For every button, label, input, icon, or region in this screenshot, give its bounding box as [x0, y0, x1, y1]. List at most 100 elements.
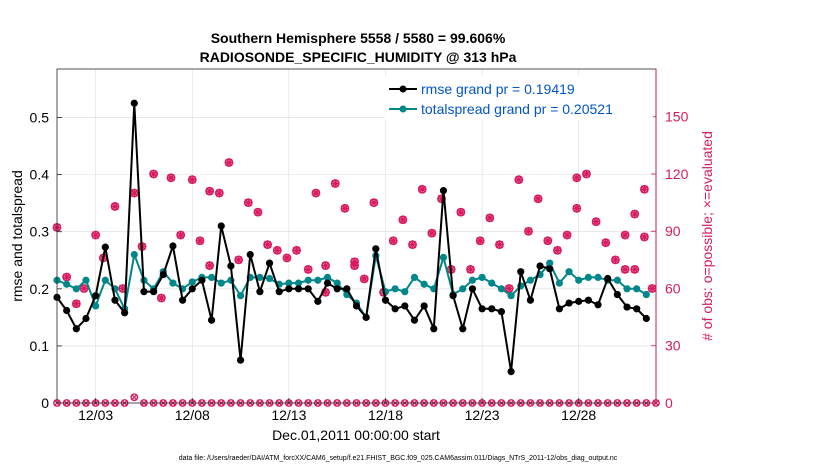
totalspread-point	[285, 279, 293, 287]
rmse-point	[507, 367, 515, 376]
totalspread-point	[497, 285, 506, 293]
totalspread-point	[92, 302, 100, 310]
rmse-point	[265, 259, 274, 267]
obs-evaluated-marker	[321, 288, 330, 297]
obs-evaluated-marker	[292, 246, 301, 255]
rmse-point	[72, 325, 80, 333]
rmse-point	[420, 302, 428, 310]
rmse-point	[217, 222, 225, 230]
obs-evaluated-marker	[505, 284, 514, 293]
totalspread-point	[575, 276, 583, 284]
rmse-point	[111, 296, 119, 304]
totalspread-point	[265, 274, 274, 283]
obs-evaluated-marker	[456, 208, 465, 217]
obs-evaluated-marker	[437, 194, 446, 203]
obs-evaluated-marker	[273, 246, 282, 255]
obs-zero-possible-marker	[130, 393, 139, 402]
totalspread-point	[333, 279, 341, 287]
legend-box	[385, 76, 653, 120]
totalspread-point	[294, 279, 303, 287]
obs-evaluated-marker	[572, 173, 581, 182]
totalspread-point	[314, 276, 322, 284]
rmse-point	[82, 314, 90, 323]
x-tick-label: 12/28	[561, 407, 596, 423]
rmse-point	[140, 288, 148, 296]
rmse-point	[430, 325, 438, 333]
rmse-point	[227, 262, 235, 270]
rmse-point	[633, 305, 641, 313]
totalspread-point	[555, 279, 563, 287]
rmse-point	[584, 296, 592, 304]
obs-evaluated-marker	[427, 229, 436, 238]
rmse-point	[294, 285, 303, 293]
obs-evaluated-marker	[572, 204, 581, 213]
obs-evaluated-marker	[149, 169, 158, 178]
rmse-point	[63, 306, 71, 315]
rmse-point	[323, 279, 332, 287]
rmse-point	[372, 245, 380, 253]
totalspread-point	[468, 276, 477, 284]
rmse-point	[536, 262, 544, 270]
obs-evaluated-marker	[630, 265, 639, 274]
rmse-point	[526, 296, 535, 304]
obs-evaluated-marker	[350, 257, 359, 266]
y-axis-label-right: # of obs: o=possible; ×=evaluated	[699, 131, 715, 341]
obs-evaluated-marker	[389, 236, 398, 245]
obs-evaluated-marker	[234, 255, 243, 264]
totalspread-point	[169, 279, 177, 287]
y-left-tick-label: 0.4	[30, 167, 50, 183]
totalspread-point	[459, 285, 467, 293]
obs-count-markers	[52, 158, 660, 407]
obs-evaluated-marker	[534, 194, 543, 203]
totalspread-point	[613, 276, 621, 284]
rmse-point	[565, 299, 573, 307]
obs-evaluated-marker	[592, 217, 601, 226]
obs-evaluated-marker	[130, 189, 139, 198]
obs-evaluated-marker	[188, 175, 197, 184]
rmse-point	[207, 316, 216, 324]
x-tick-label: 12/08	[175, 407, 210, 423]
obs-evaluated-marker	[621, 231, 630, 240]
rmse-point	[459, 325, 467, 333]
obs-evaluated-marker	[621, 265, 630, 274]
totalspread-point	[410, 273, 419, 281]
totalspread-point	[488, 279, 496, 287]
rmse-point	[150, 288, 158, 296]
obs-evaluated-marker	[485, 213, 494, 222]
rmse-point	[236, 356, 245, 364]
y-left-tick-label: 0	[41, 395, 49, 411]
rmse-point	[169, 242, 177, 250]
legend-rmse-label: rmse grand pr = 0.19419	[421, 81, 575, 97]
rmse-point	[575, 297, 583, 305]
obs-evaluated-marker	[72, 299, 81, 308]
obs-evaluated-marker	[418, 185, 427, 194]
obs-evaluated-marker	[640, 232, 649, 241]
totalspread-point	[565, 268, 573, 276]
obs-evaluated-marker	[466, 265, 475, 274]
series-lines	[53, 99, 650, 376]
x-tick-label: 12/18	[368, 407, 403, 423]
rmse-point	[478, 305, 486, 313]
axis-ticks: 12/03 12/08 12/13 12/18 12/23 12/28 0 0.1 0.2 0.3…	[30, 109, 689, 423]
totalspread-point	[633, 285, 641, 293]
obs-evaluated-marker	[553, 246, 562, 255]
totalspread-point	[526, 276, 535, 284]
obs-evaluated-marker	[205, 187, 214, 196]
totalspread-point	[256, 273, 264, 281]
obs-evaluated-marker	[601, 238, 610, 247]
rmse-point	[497, 308, 506, 316]
totalspread-point	[507, 292, 515, 300]
obs-evaluated-marker	[331, 179, 340, 188]
x-tick-label: 12/13	[271, 407, 306, 423]
chart-title: Southern Hemisphere 5558 / 5580 = 99.606…	[211, 30, 506, 46]
rmse-point	[178, 296, 187, 304]
rmse-point	[555, 305, 563, 313]
obs-zero-evaluated-marker	[131, 394, 138, 401]
rmse-point	[381, 296, 390, 304]
y-left-tick-label: 0.1	[30, 338, 50, 354]
totalspread-point	[546, 259, 554, 267]
chart-subtitle: RADIOSONDE_SPECIFIC_HUMIDITY @ 313 hPa	[200, 49, 517, 65]
x-axis-label: Dec.01,2011 00:00:00 start	[272, 427, 440, 443]
obs-evaluated-marker	[321, 261, 330, 270]
rmse-point	[488, 305, 496, 313]
